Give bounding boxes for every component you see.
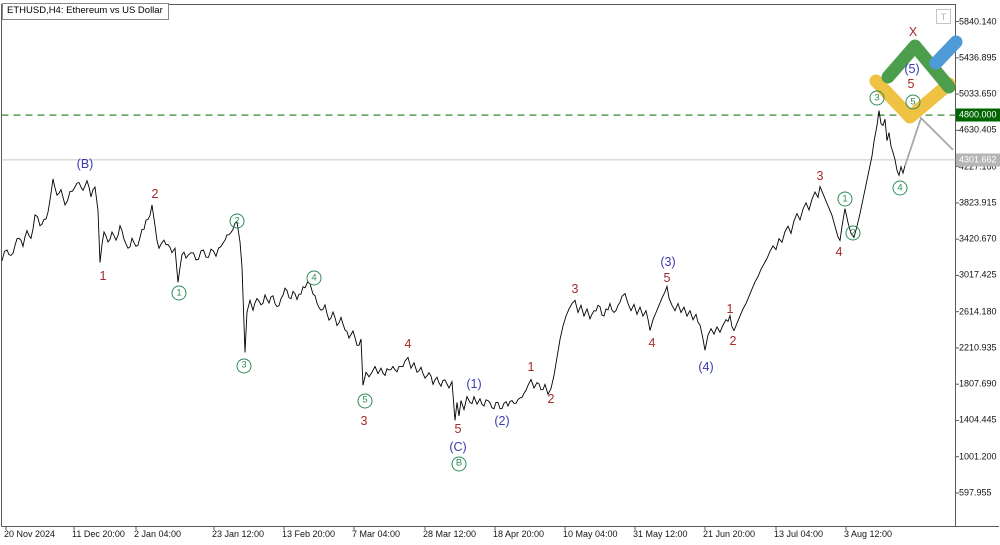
wave-label-circled[interactable]: 2	[845, 225, 861, 241]
wave-label-blue[interactable]: (2)	[494, 413, 510, 428]
plot-border	[1, 4, 999, 527]
wave-label-red[interactable]: 1	[99, 268, 107, 283]
x-axis-label[interactable]: 18 Apr 20:00	[493, 529, 545, 539]
x-axis-label[interactable]: 10 May 04:00	[563, 529, 618, 539]
wave-label-circled[interactable]: 5	[905, 94, 921, 110]
wave-label-blue[interactable]: (C)	[449, 439, 467, 454]
x-axis-label[interactable]: 21 Jun 20:00	[703, 529, 756, 539]
wave-label-red[interactable]: 5	[454, 421, 462, 436]
wave-label-red[interactable]: 2	[151, 186, 159, 201]
logo-green-chevron	[881, 39, 956, 94]
current-price-tag: 4301.662	[956, 153, 1000, 167]
wave-label-red[interactable]: 4	[648, 335, 656, 350]
wave-label-red[interactable]: 3	[816, 168, 824, 183]
wave-label-red[interactable]: 5	[663, 270, 671, 285]
symbol-title-box: ETHUSD,H4: Ethereum vs US Dollar	[2, 3, 169, 20]
x-axis-label[interactable]: 3 Aug 12:00	[844, 529, 893, 539]
wave-label-blue[interactable]: (1)	[466, 376, 482, 391]
y-axis-label[interactable]: 597.955	[959, 487, 992, 498]
wave-label-circled[interactable]: 1	[171, 285, 187, 301]
y-axis-label[interactable]: 1001.200	[959, 451, 997, 462]
y-axis-label[interactable]: 3823.915	[959, 197, 997, 208]
y-axis-label[interactable]: 2614.180	[959, 306, 997, 317]
wave-label-circled[interactable]: 3	[236, 358, 252, 374]
wave-label-red[interactable]: 4	[835, 244, 843, 259]
wave-label-red[interactable]: 3	[360, 413, 368, 428]
wave-label-blue[interactable]: (5)	[904, 61, 920, 76]
wave-label-blue[interactable]: (B)	[76, 156, 94, 171]
wave-label-blue[interactable]: (4)	[698, 359, 714, 374]
x-axis-label[interactable]: 13 Feb 20:00	[282, 529, 336, 539]
wave-label-red[interactable]: X	[908, 24, 918, 39]
wave-label-red[interactable]: 1	[527, 359, 535, 374]
wave-label-red[interactable]: 2	[547, 391, 555, 406]
broker-logo-icon	[869, 35, 963, 124]
wave-label-red[interactable]: 5	[907, 76, 915, 91]
t-marker-icon[interactable]: T	[936, 9, 951, 24]
logo-blue-stroke	[929, 35, 963, 70]
projection-path[interactable]	[904, 116, 954, 167]
wave-label-red[interactable]: 1	[726, 301, 734, 316]
y-axis-label[interactable]: 4630.405	[959, 124, 997, 135]
wave-label-circled[interactable]: B	[451, 456, 467, 472]
x-axis-label[interactable]: 13 Jul 04:00	[774, 529, 824, 539]
wave-label-blue[interactable]: (3)	[660, 254, 676, 269]
wave-label-circled[interactable]: 5	[357, 393, 373, 409]
wave-label-red[interactable]: 4	[404, 336, 412, 351]
wave-label-circled[interactable]: 3	[869, 90, 885, 106]
target-price-tag: 4800.000	[956, 108, 1000, 122]
x-axis-label[interactable]: 28 Mar 12:00	[423, 529, 477, 539]
x-axis-label[interactable]: 31 May 12:00	[633, 529, 688, 539]
wave-label-circled[interactable]: 4	[892, 180, 908, 196]
x-axis-label[interactable]: 7 Mar 04:00	[352, 529, 401, 539]
wave-label-circled[interactable]: 2	[229, 213, 245, 229]
y-axis-label[interactable]: 1404.445	[959, 414, 997, 425]
symbol-title: ETHUSD,H4: Ethereum vs US Dollar	[7, 5, 163, 16]
x-axis-label[interactable]: 20 Nov 2024	[4, 529, 56, 539]
y-axis-label[interactable]: 5840.140	[959, 16, 997, 27]
y-axis-label[interactable]: 1807.690	[959, 378, 997, 389]
wave-label-circled[interactable]: 4	[306, 270, 322, 286]
x-axis-label[interactable]: 23 Jan 12:00	[212, 529, 265, 539]
y-axis-label[interactable]: 5436.895	[959, 52, 997, 63]
y-axis-label[interactable]: 3017.425	[959, 269, 997, 280]
x-axis-label[interactable]: 2 Jan 04:00	[134, 529, 182, 539]
price-line-series	[1, 110, 906, 421]
wave-label-red[interactable]: 2	[729, 333, 737, 348]
logo-yellow-chevron	[869, 74, 956, 124]
y-axis-label[interactable]: 2210.935	[959, 342, 997, 353]
y-axis-label[interactable]: 3420.670	[959, 233, 997, 244]
x-axis-label[interactable]: 11 Dec 20:00	[72, 529, 125, 539]
wave-label-circled[interactable]: 1	[837, 191, 853, 207]
y-axis-label[interactable]: 5033.650	[959, 88, 997, 99]
wave-label-red[interactable]: 3	[571, 281, 579, 296]
